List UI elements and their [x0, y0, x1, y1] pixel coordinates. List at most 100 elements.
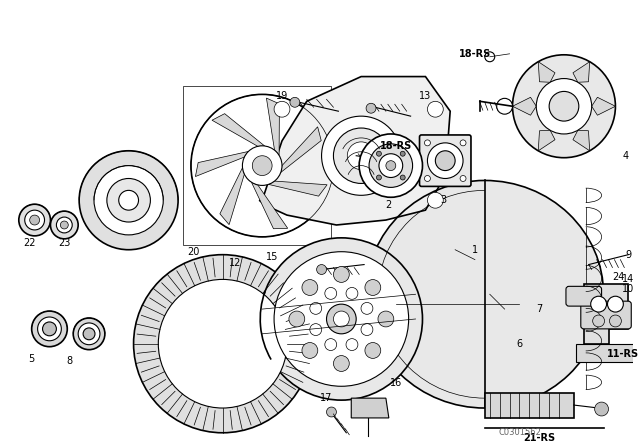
Circle shape [435, 151, 455, 171]
Polygon shape [584, 284, 628, 344]
Circle shape [513, 55, 616, 158]
Polygon shape [513, 97, 536, 115]
Circle shape [191, 95, 333, 237]
Circle shape [348, 142, 375, 170]
Circle shape [333, 311, 349, 327]
Circle shape [119, 190, 138, 210]
Polygon shape [252, 182, 288, 229]
Text: 9: 9 [625, 250, 631, 260]
Circle shape [25, 210, 45, 230]
Circle shape [107, 178, 150, 222]
Circle shape [386, 161, 396, 171]
Circle shape [333, 128, 389, 183]
Text: 2: 2 [386, 200, 392, 210]
Polygon shape [485, 393, 574, 418]
Polygon shape [259, 77, 450, 225]
Circle shape [536, 78, 592, 134]
Circle shape [485, 52, 495, 62]
Ellipse shape [366, 181, 604, 408]
Circle shape [274, 252, 408, 386]
Text: 18-RS: 18-RS [459, 49, 491, 59]
Circle shape [19, 204, 51, 236]
Circle shape [325, 288, 337, 299]
Circle shape [302, 280, 318, 295]
Circle shape [326, 407, 337, 417]
Circle shape [376, 175, 381, 180]
Circle shape [361, 302, 373, 314]
Circle shape [333, 356, 349, 371]
Circle shape [361, 323, 373, 336]
Circle shape [378, 311, 394, 327]
Circle shape [38, 317, 61, 341]
Text: 10: 10 [622, 284, 634, 294]
Circle shape [549, 91, 579, 121]
Circle shape [333, 267, 349, 282]
Circle shape [94, 166, 163, 235]
Circle shape [56, 217, 72, 233]
Text: 1: 1 [472, 245, 478, 255]
FancyBboxPatch shape [580, 301, 631, 329]
FancyBboxPatch shape [419, 135, 471, 186]
Text: 7: 7 [536, 304, 542, 314]
Circle shape [595, 402, 609, 416]
Text: 24: 24 [612, 272, 625, 282]
Polygon shape [573, 62, 589, 82]
Circle shape [346, 288, 358, 299]
Circle shape [260, 238, 422, 400]
Circle shape [359, 134, 422, 197]
Circle shape [369, 403, 379, 413]
Bar [576, 344, 636, 362]
Circle shape [29, 215, 40, 225]
Text: C0301562: C0301562 [498, 428, 541, 437]
Circle shape [609, 315, 621, 327]
Text: 8: 8 [66, 356, 72, 366]
Circle shape [424, 176, 431, 181]
Text: 21-RS: 21-RS [523, 433, 556, 443]
Circle shape [460, 176, 466, 181]
Text: 6: 6 [516, 339, 522, 349]
Text: 11-RS: 11-RS [607, 349, 639, 358]
Polygon shape [538, 130, 555, 151]
Circle shape [400, 175, 405, 180]
Circle shape [365, 280, 381, 295]
Circle shape [60, 221, 68, 229]
Circle shape [243, 146, 282, 185]
Text: 5: 5 [29, 353, 35, 364]
Circle shape [252, 156, 272, 176]
Polygon shape [269, 181, 327, 196]
Circle shape [428, 101, 444, 117]
Circle shape [31, 311, 67, 347]
Polygon shape [266, 98, 280, 155]
Circle shape [356, 403, 366, 413]
Circle shape [369, 144, 413, 187]
Polygon shape [281, 127, 321, 172]
Circle shape [497, 99, 513, 114]
Circle shape [134, 254, 312, 433]
Circle shape [289, 311, 305, 327]
Text: 15: 15 [266, 252, 278, 262]
Circle shape [607, 296, 623, 312]
Polygon shape [538, 62, 555, 82]
Text: 17: 17 [321, 393, 333, 403]
Circle shape [79, 151, 178, 250]
Circle shape [310, 323, 322, 336]
Circle shape [274, 101, 290, 117]
Circle shape [424, 140, 431, 146]
Text: 16: 16 [390, 378, 402, 388]
Circle shape [83, 328, 95, 340]
Circle shape [310, 302, 322, 314]
Circle shape [326, 304, 356, 334]
Text: 18-RS: 18-RS [380, 141, 412, 151]
FancyBboxPatch shape [566, 286, 602, 306]
Text: 19: 19 [276, 91, 288, 101]
Circle shape [365, 343, 381, 358]
Circle shape [302, 343, 318, 358]
Polygon shape [220, 168, 244, 224]
Circle shape [325, 339, 337, 350]
Circle shape [158, 280, 287, 408]
Polygon shape [212, 114, 265, 146]
Text: 23: 23 [58, 238, 70, 248]
Circle shape [321, 116, 401, 195]
Circle shape [460, 140, 466, 146]
Circle shape [317, 265, 326, 275]
